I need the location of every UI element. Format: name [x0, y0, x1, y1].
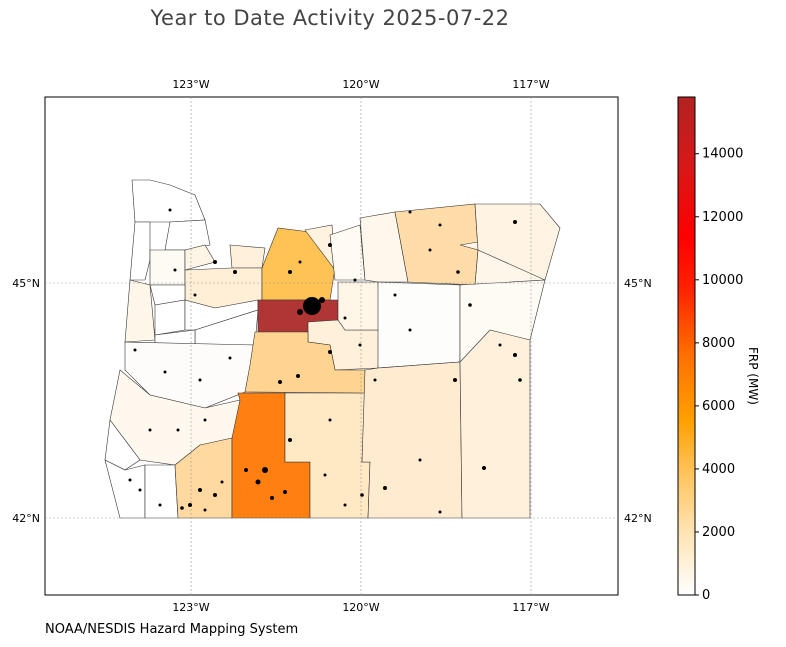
county-tillamook	[129, 221, 151, 281]
colorbar-tick-label: 2000	[702, 525, 735, 540]
lat-tick-right: 42°N	[624, 512, 652, 525]
colorbar-tick-label: 6000	[702, 399, 735, 414]
county-josephine	[144, 464, 179, 519]
colorbar-tick-label: 0	[702, 588, 710, 603]
fire-detections	[128, 208, 522, 514]
colorbar	[677, 96, 696, 596]
county-deschutes	[244, 331, 366, 394]
lat-tick-right: 45°N	[624, 277, 652, 290]
colorbar-ticks: 0 2000 4000 6000 8000 10000 12000 14000	[695, 147, 743, 603]
county-wheeler	[337, 281, 381, 331]
lon-tick-bottom: 120°W	[342, 601, 379, 614]
county-hood-river	[229, 244, 266, 269]
colorbar-tick-label: 8000	[702, 336, 735, 351]
colorbar-tick-label: 4000	[702, 462, 735, 477]
county-wallowa	[474, 203, 561, 281]
county-harney	[361, 361, 463, 519]
county-morrow	[359, 211, 409, 283]
county-polk	[154, 299, 186, 336]
lon-tick-bottom: 123°W	[172, 601, 209, 614]
county-gilliam	[329, 224, 366, 281]
county-malheur	[459, 329, 531, 519]
map-title: Year to Date Activity 2025-07-22	[150, 6, 510, 30]
colorbar-tick-label: 12000	[702, 210, 743, 225]
colorbar-label: FRP (MW)	[746, 347, 760, 405]
colorbar-tick-label: 10000	[702, 273, 743, 288]
county-washington	[149, 249, 186, 286]
fire-cluster	[303, 297, 321, 315]
lat-tick-left: 45°N	[12, 277, 40, 290]
lat-tick-left: 42°N	[12, 512, 40, 525]
lon-tick-top: 120°W	[342, 78, 379, 91]
county-grant	[377, 281, 461, 369]
colorbar-tick-label: 14000	[702, 147, 743, 162]
lon-tick-top: 117°W	[512, 78, 549, 91]
credit-text: NOAA/NESDIS Hazard Mapping System	[45, 622, 299, 637]
lon-tick-bottom: 117°W	[512, 601, 549, 614]
lon-tick-top: 123°W	[172, 78, 209, 91]
county-polygons	[104, 179, 561, 519]
county-lincoln	[124, 279, 156, 343]
